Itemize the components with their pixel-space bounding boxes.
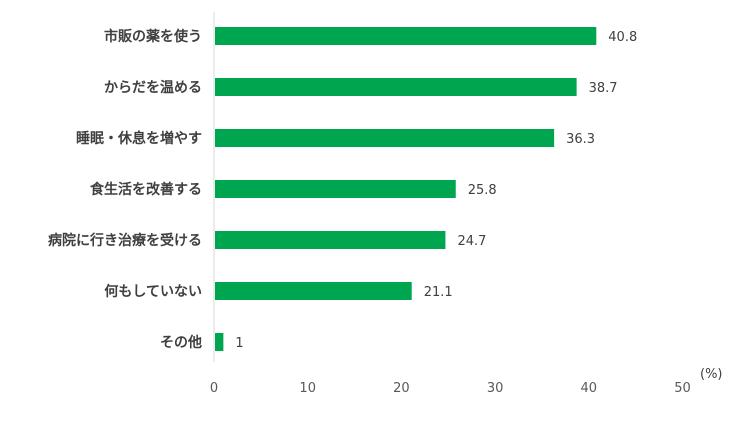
value-labels: 40.8 38.7 36.3 25.8 24.7 21.1 1 [235,30,637,351]
value-label: 1 [235,336,243,351]
value-label: 21.1 [424,285,453,300]
x-tick-label: 10 [299,381,316,396]
value-label: 25.8 [468,183,497,198]
bar-5 [215,231,446,249]
value-label: 36.3 [566,132,595,147]
x-tick-label: 20 [393,381,410,396]
x-tick-label: 30 [487,381,504,396]
category-label: その他 [160,334,202,351]
value-label: 40.8 [608,30,637,45]
x-axis-ticks: 0 10 20 30 40 50 [210,381,691,396]
bar-2 [215,78,577,96]
x-tick-label: 40 [581,381,598,396]
bar-6 [215,282,412,300]
category-label: 市販の薬を使う [104,28,202,45]
category-label: 病院に行き治療を受ける [48,232,202,249]
category-label: 食生活を改善する [90,181,202,198]
bar-7 [215,333,224,351]
bar-3 [215,129,555,147]
category-label: 睡眠・休息を増やす [76,130,202,147]
category-label: 何もしていない [104,283,202,300]
bar-1 [215,27,597,45]
value-label: 24.7 [457,234,486,249]
x-tick-label: 50 [674,381,691,396]
category-labels: 市販の薬を使うからだを温める睡眠・休息を増やす食生活を改善する病院に行き治療を受… [48,28,202,351]
bar-4 [215,180,456,198]
category-label: からだを温める [104,80,202,96]
value-label: 38.7 [589,81,618,96]
bars-group [215,27,597,351]
x-tick-label: 0 [210,381,218,396]
x-axis-unit-label: (%) [700,367,723,382]
